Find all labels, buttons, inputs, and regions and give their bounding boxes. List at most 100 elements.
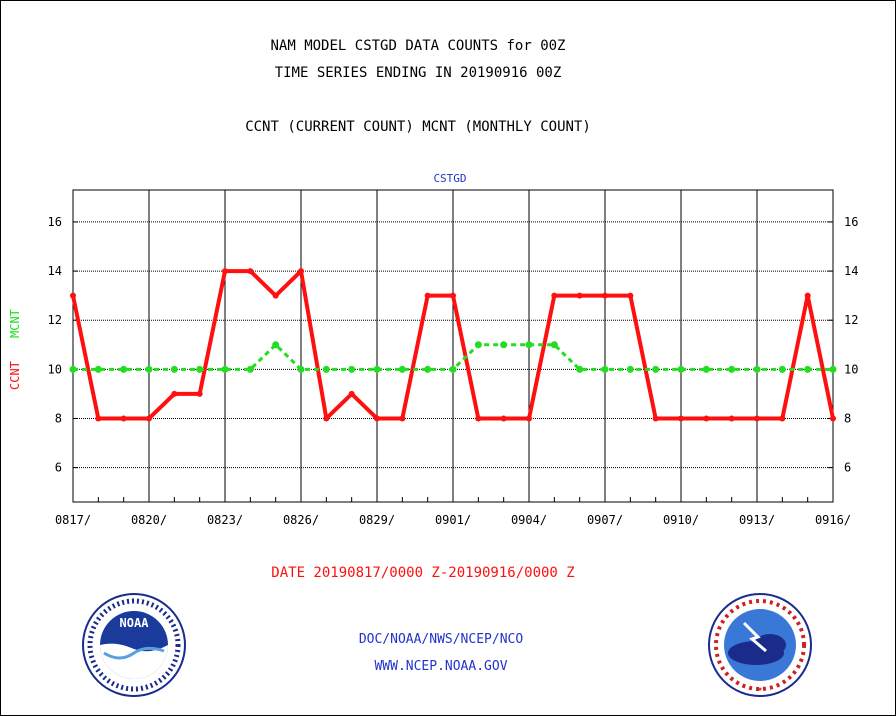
data-point-ccnt xyxy=(171,390,178,397)
data-point-ccnt xyxy=(500,415,507,422)
data-point-mcnt xyxy=(601,365,609,373)
y-tick-label-right: 6 xyxy=(844,461,851,475)
data-point-ccnt xyxy=(551,292,558,299)
nws-logo-star: ★ xyxy=(758,684,763,693)
y-tick-label-right: 16 xyxy=(844,215,858,229)
data-point-mcnt xyxy=(576,365,584,373)
data-point-mcnt xyxy=(398,365,406,373)
y-axis-label: CCNT MCNT xyxy=(8,309,28,390)
data-point-mcnt xyxy=(322,365,330,373)
noaa-logo-text: NOAA xyxy=(120,616,150,630)
date-range-label: DATE 20190817/0000 Z-20190916/0000 Z xyxy=(271,565,575,581)
data-point-mcnt xyxy=(373,365,381,373)
y-tick-label-right: 12 xyxy=(844,313,858,327)
x-tick-label: 0823/ xyxy=(207,513,243,527)
data-point-ccnt xyxy=(196,390,203,397)
x-tick-label: 0817/ xyxy=(55,513,91,527)
data-point-mcnt xyxy=(120,365,128,373)
data-point-ccnt xyxy=(247,268,254,275)
data-point-mcnt xyxy=(652,365,660,373)
source-label: DOC/NOAA/NWS/NCEP/NCO xyxy=(358,632,524,647)
data-point-mcnt xyxy=(753,365,761,373)
data-point-ccnt xyxy=(779,415,786,422)
x-tick-label: 0907/ xyxy=(587,513,623,527)
data-point-ccnt xyxy=(120,415,127,422)
y-tick-label: 16 xyxy=(48,215,62,229)
y-tick-label: 6 xyxy=(55,461,62,475)
data-point-mcnt xyxy=(829,365,837,373)
data-point-mcnt xyxy=(677,365,685,373)
data-point-ccnt xyxy=(754,415,760,422)
x-tick-label: 0829/ xyxy=(359,513,395,527)
y-tick-label: 14 xyxy=(48,264,62,278)
data-point-ccnt xyxy=(678,415,684,422)
data-point-ccnt xyxy=(272,292,279,299)
data-point-mcnt xyxy=(69,365,77,373)
data-point-mcnt xyxy=(246,365,254,373)
data-point-ccnt xyxy=(652,415,659,422)
data-point-ccnt xyxy=(475,415,482,422)
data-point-ccnt xyxy=(424,292,431,299)
y-tick-label-right: 10 xyxy=(844,362,858,376)
noaa-logo: NOAA xyxy=(82,593,186,697)
data-point-mcnt xyxy=(272,341,280,349)
y-tick-label: 10 xyxy=(48,362,62,376)
chart-title-line3: CCNT (CURRENT COUNT) MCNT (MONTHLY COUNT… xyxy=(245,119,591,135)
y-tick-label-right: 8 xyxy=(844,411,851,425)
data-point-ccnt xyxy=(526,415,532,422)
x-tick-label: 0913/ xyxy=(739,513,775,527)
data-point-ccnt xyxy=(728,415,735,422)
data-point-ccnt xyxy=(323,415,330,422)
data-point-ccnt xyxy=(450,292,456,299)
data-point-ccnt xyxy=(146,415,152,422)
data-point-mcnt xyxy=(500,341,508,349)
data-point-mcnt xyxy=(348,365,356,373)
y-tick-label-right: 14 xyxy=(844,264,858,278)
nws-logo: ★ xyxy=(708,593,812,697)
data-point-mcnt xyxy=(449,365,457,373)
data-point-ccnt xyxy=(830,415,836,422)
data-point-mcnt xyxy=(804,365,812,373)
data-point-ccnt xyxy=(703,415,710,422)
data-point-ccnt xyxy=(70,292,76,299)
y-axis-label-ccnt: CCNT xyxy=(8,361,22,390)
y-tick-label: 8 xyxy=(55,411,62,425)
data-point-mcnt xyxy=(525,341,533,349)
website-link[interactable]: WWW.NCEP.NOAA.GOV xyxy=(374,659,508,674)
data-point-ccnt xyxy=(298,268,304,275)
x-tick-label: 0910/ xyxy=(663,513,699,527)
data-point-mcnt xyxy=(702,365,710,373)
chart-subtitle: CSTGD xyxy=(433,172,467,185)
data-point-ccnt xyxy=(576,292,583,299)
data-point-ccnt xyxy=(627,292,634,299)
data-point-mcnt xyxy=(778,365,786,373)
data-point-ccnt xyxy=(374,415,380,422)
data-point-mcnt xyxy=(170,365,178,373)
x-tick-label: 0904/ xyxy=(511,513,547,527)
data-point-mcnt xyxy=(550,341,558,349)
y-tick-label: 12 xyxy=(48,313,62,327)
data-point-mcnt xyxy=(145,365,153,373)
data-point-ccnt xyxy=(804,292,811,299)
x-tick-label: 0826/ xyxy=(283,513,319,527)
data-point-ccnt xyxy=(95,415,102,422)
data-point-ccnt xyxy=(222,268,228,275)
data-point-mcnt xyxy=(221,365,229,373)
data-point-ccnt xyxy=(602,292,608,299)
data-point-mcnt xyxy=(474,341,482,349)
data-point-mcnt xyxy=(94,365,102,373)
data-point-mcnt xyxy=(196,365,204,373)
data-point-mcnt xyxy=(424,365,432,373)
data-point-ccnt xyxy=(399,415,406,422)
chart-title-line2: TIME SERIES ENDING IN 20190916 00Z xyxy=(274,65,562,81)
x-tick-label: 0820/ xyxy=(131,513,167,527)
y-axis-label-mcnt: MCNT xyxy=(8,309,22,338)
data-point-ccnt xyxy=(348,390,355,397)
chart-title: NAM MODEL CSTGD DATA COUNTS for 00Z xyxy=(270,38,566,54)
data-point-mcnt xyxy=(297,365,305,373)
data-point-mcnt xyxy=(626,365,634,373)
data-point-mcnt xyxy=(728,365,736,373)
x-tick-label: 0916/ xyxy=(815,513,851,527)
x-tick-label: 0901/ xyxy=(435,513,471,527)
